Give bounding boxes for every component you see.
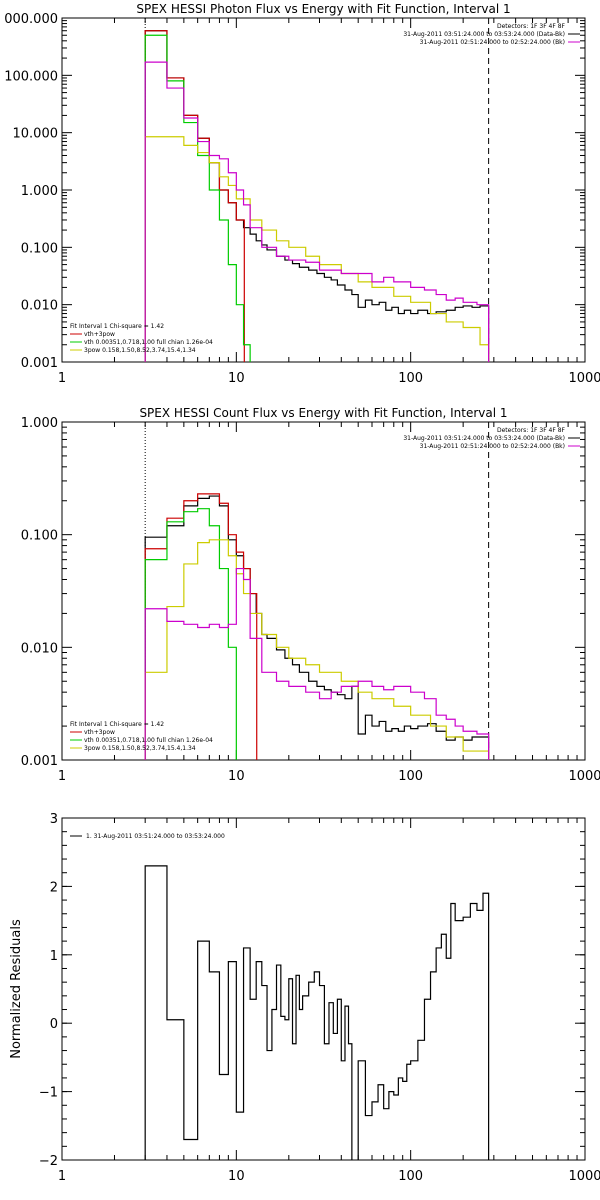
y-tick-label: 000.000: [4, 12, 58, 27]
series-line: [144, 567, 490, 760]
y-tick-label: 1.000: [21, 416, 58, 431]
y-tick-label: 0.100: [21, 241, 58, 256]
chart-panel-photon: SPEX HESSI Photon Flux vs Energy with Fi…: [4, 2, 600, 386]
x-tick-label: 1: [58, 769, 66, 784]
x-tick-label: 10: [228, 1169, 245, 1184]
plot-frame: [61, 817, 586, 1161]
legend-entry: 3pow 0.158,1.50,8.52,3.74,15.4,1.34: [84, 347, 196, 354]
series-line: [144, 508, 245, 760]
y-axis-label: Normalized Residuals: [9, 919, 24, 1059]
legend-entry: 31-Aug-2011 02:51:24.000 to 02:52:24.000…: [420, 443, 565, 450]
legend-entry: Fit Interval 1 Chi-square = 1.42: [70, 721, 164, 728]
x-tick-label: 1: [58, 1169, 66, 1184]
y-tick-label: 0.010: [21, 299, 58, 314]
series-line: [144, 61, 490, 362]
legend-entry: 1. 31-Aug-2011 03:51:24.000 to 03:53:24.…: [86, 833, 225, 840]
x-tick-label: 1000: [568, 769, 600, 784]
plot-series-group: [144, 30, 490, 362]
legend-entry: 31-Aug-2011 02:51:24.000 to 02:52:24.000…: [420, 39, 565, 46]
plot-frame: [61, 421, 586, 761]
plot-series-group: [144, 493, 490, 760]
plot-series-group: [144, 865, 490, 1160]
y-tick-label: 1.000: [21, 184, 58, 199]
x-tick-label: 1000: [568, 371, 600, 386]
legend-entry: Detectors: 1F 3F 4F 8F: [497, 427, 566, 434]
y-tick-label: −2: [39, 1154, 58, 1169]
y-tick-label: 3: [50, 812, 58, 827]
y-tick-label: 2: [50, 880, 58, 895]
series-line: [144, 34, 258, 362]
chart-panel-residuals: Normalized Residuals 1 10 100 1000 −2 −1 0 1 2 3 1.…: [9, 812, 600, 1184]
plot-frame: [61, 17, 586, 363]
y-tick-label: 100.000: [4, 69, 58, 84]
x-tick-label: 100: [398, 371, 423, 386]
chart-panel-count: SPEX HESSI Count Flux vs Energy with Fit…: [21, 406, 600, 784]
legend-entry: 31-Aug-2011 03:51:24.000 to 03:53:24.000…: [403, 31, 565, 38]
y-tick-label: 10.000: [13, 127, 59, 142]
legend-entry: vth 0.00351,0.718,1.00 full chian 1.26e-…: [84, 737, 213, 744]
chart-title: SPEX HESSI Count Flux vs Energy with Fit…: [139, 406, 507, 420]
legend-entry: 3pow 0.158,1.50,8.52,3.74,15.4,1.34: [84, 745, 196, 752]
legend-entry: vth+3pow: [84, 729, 115, 736]
y-tick-label: 0.001: [21, 754, 58, 769]
legend-entry: 31-Aug-2011 03:51:24.000 to 03:53:24.000…: [403, 435, 565, 442]
y-tick-label: 0.010: [21, 641, 58, 656]
series-line: [144, 539, 490, 760]
series-line: [144, 495, 490, 760]
series-line: [144, 136, 490, 362]
series-line: [144, 865, 490, 1160]
series-line: [144, 30, 245, 362]
series-line: [144, 493, 258, 760]
y-tick-label: 0: [50, 1017, 58, 1032]
y-tick-label: 0.001: [21, 356, 58, 371]
x-tick-label: 1000: [568, 1169, 600, 1184]
x-tick-label: 100: [398, 769, 423, 784]
legend-entry: Detectors: 1F 3F 4F 8F: [497, 23, 566, 30]
y-tick-label: 0.100: [21, 529, 58, 544]
legend-entry: vth+3pow: [84, 331, 115, 338]
x-tick-label: 100: [398, 1169, 423, 1184]
y-tick-label: 1: [50, 949, 58, 964]
x-tick-label: 10: [228, 769, 245, 784]
chart-title: SPEX HESSI Photon Flux vs Energy with Fi…: [136, 2, 510, 16]
x-tick-label: 10: [228, 371, 245, 386]
legend-entry: vth 0.00351,0.718,1.00 full chian 1.26e-…: [84, 339, 213, 346]
series-line: [144, 30, 490, 362]
y-tick-label: −1: [39, 1086, 58, 1101]
x-tick-label: 1: [58, 371, 66, 386]
legend-entry: Fit Interval 1 Chi-square = 1.42: [70, 323, 164, 330]
